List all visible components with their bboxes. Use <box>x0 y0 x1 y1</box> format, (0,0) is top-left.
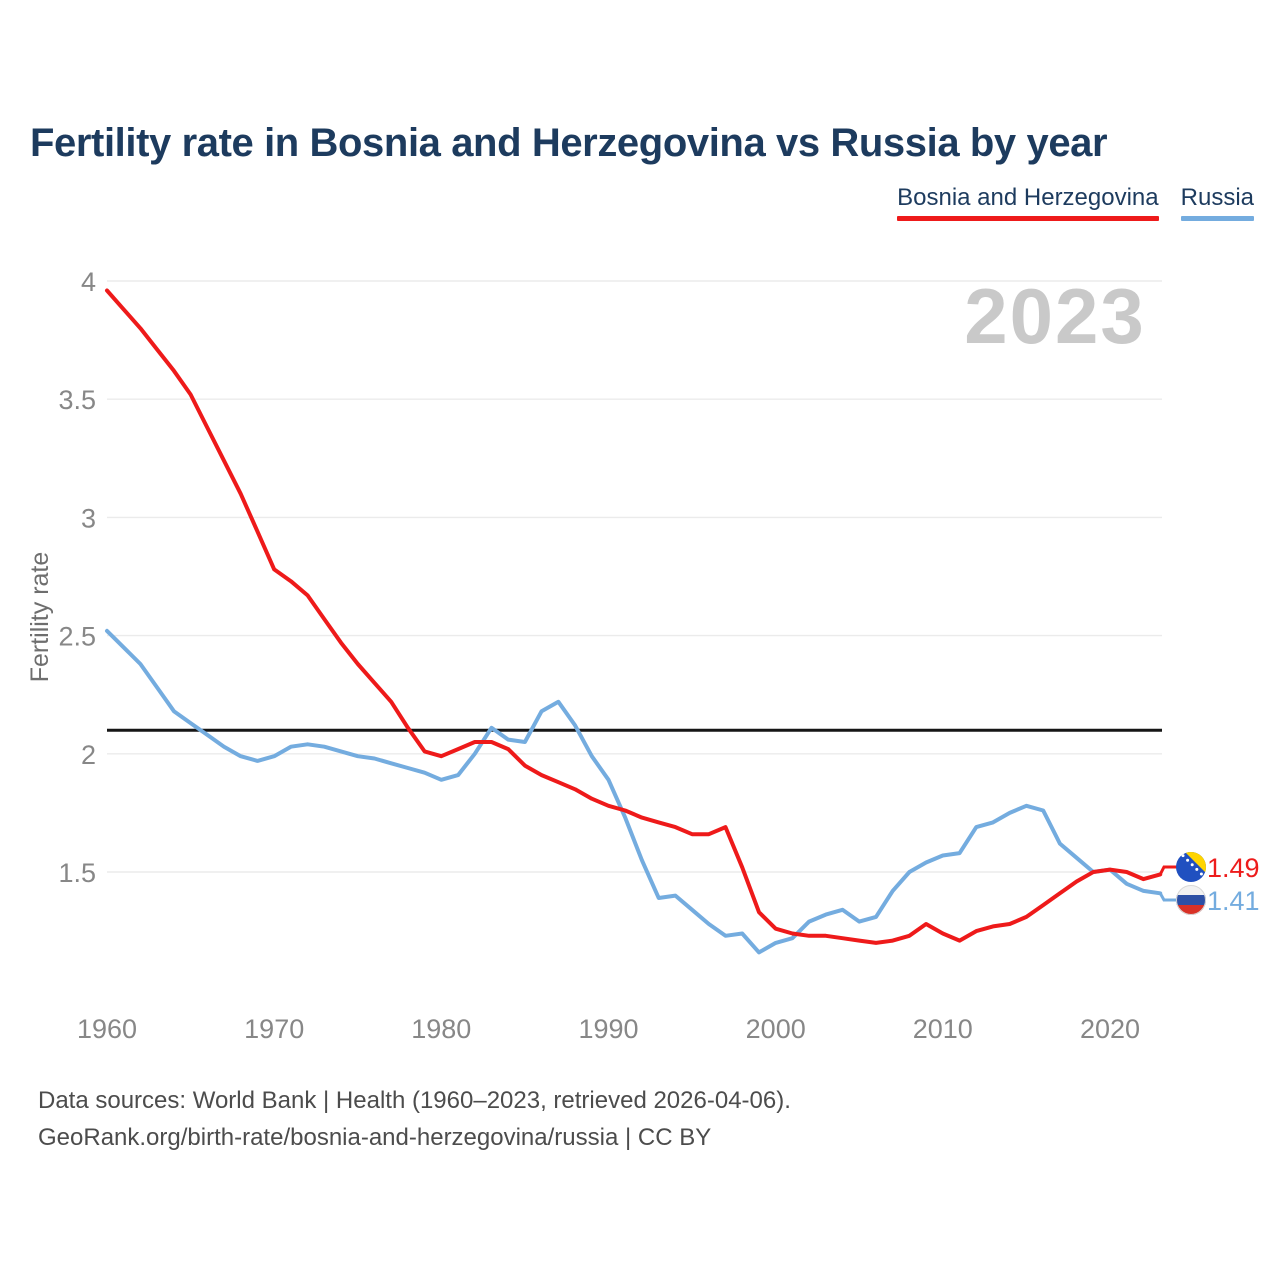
russia-end-value: 1.41 <box>1207 886 1260 916</box>
x-tick-label: 2000 <box>746 1014 806 1044</box>
legend: Bosnia and Herzegovina Russia <box>897 184 1254 221</box>
legend-underline-russia <box>1180 216 1254 221</box>
y-tick-label: 3 <box>81 503 96 533</box>
legend-label-bosnia: Bosnia and Herzegovina <box>897 184 1159 211</box>
end-connector-bosnia <box>1158 865 1177 876</box>
end-connector-russia <box>1158 892 1177 902</box>
x-tick-label: 2020 <box>1080 1014 1140 1044</box>
y-axis-title: Fertility rate <box>26 552 54 683</box>
grid-layer <box>107 280 1162 873</box>
y-tick-label: 4 <box>81 267 96 297</box>
page-title: Fertility rate in Bosnia and Herzegovina… <box>30 120 1108 165</box>
y-tick-label: 2.5 <box>58 622 96 652</box>
legend-label-russia: Russia <box>1180 184 1254 211</box>
footer-line-2[interactable]: GeoRank.org/birth-rate/bosnia-and-herzeg… <box>38 1124 712 1151</box>
x-tick-label: 1960 <box>77 1014 137 1044</box>
series-layer <box>105 288 1177 955</box>
x-tick-label: 2010 <box>913 1014 973 1044</box>
series-line-bosnia <box>105 288 1163 945</box>
bosnia-and-herzegovina-flag-icon <box>1176 852 1206 882</box>
legend-item-bosnia[interactable]: Bosnia and Herzegovina <box>897 184 1159 221</box>
x-tick-label: 1990 <box>578 1014 638 1044</box>
russia-flag-icon <box>1176 885 1206 915</box>
axis-layer: 4 3.5 3 2.5 2 1.5 1960 1970 1980 1990 2000 2010 2020 <box>58 267 1162 1044</box>
flag-layer <box>1176 852 1206 915</box>
legend-underline-bosnia <box>897 216 1159 221</box>
watermark-year: 2023 <box>964 272 1146 360</box>
y-tick-label: 3.5 <box>58 385 96 415</box>
x-tick-label: 1970 <box>244 1014 304 1044</box>
legend-item-russia[interactable]: Russia <box>1180 184 1254 221</box>
series-line-russia <box>105 628 1163 955</box>
x-tick-label: 1980 <box>411 1014 471 1044</box>
footer-line-1: Data sources: World Bank | Health (1960–… <box>38 1087 791 1114</box>
y-tick-label: 1.5 <box>58 858 96 888</box>
data-source-footer: Data sources: World Bank | Health (1960–… <box>38 1082 791 1156</box>
bosnia-end-value: 1.49 <box>1207 853 1260 883</box>
y-tick-label: 2 <box>81 740 96 770</box>
